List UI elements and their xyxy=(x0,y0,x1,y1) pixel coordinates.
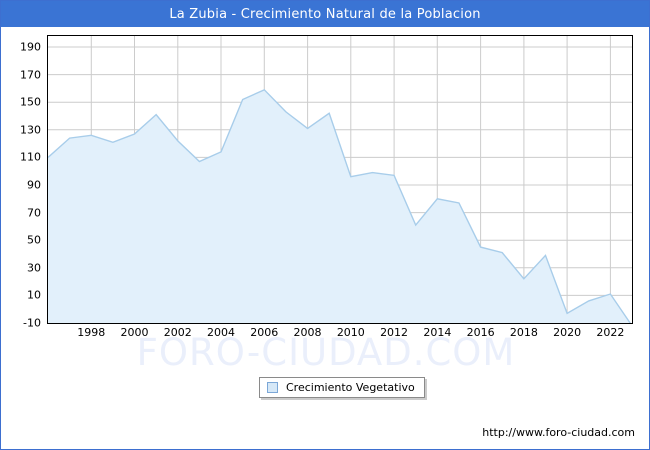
x-axis-tick-label: 2012 xyxy=(380,326,409,339)
x-axis-tick-label: 2018 xyxy=(509,326,538,339)
series-line-crecimiento-vegetativo xyxy=(48,88,631,323)
x-axis-tick-label: 2004 xyxy=(207,326,236,339)
y-axis-tick-label: 130 xyxy=(20,123,41,137)
y-axis-tick-label: 170 xyxy=(20,68,41,82)
y-axis-tick-label: 30 xyxy=(27,261,41,275)
y-axis-tick-label: 70 xyxy=(27,206,41,220)
y-axis-tick-label: 50 xyxy=(27,233,41,247)
x-axis-tick-label: 2006 xyxy=(250,326,279,339)
window-title-bar: La Zubia - Crecimiento Natural de la Pob… xyxy=(1,1,649,27)
chart-legend[interactable]: Crecimiento Vegetativo xyxy=(259,377,425,398)
x-axis-tick-label: 2020 xyxy=(553,326,582,339)
x-axis: 1998 2000 2002 2004 2006 2008 2010 2012 2014 2016… xyxy=(47,326,633,344)
legend-label: Crecimiento Vegetativo xyxy=(286,381,415,394)
x-axis-tick-label: 1998 xyxy=(77,326,106,339)
x-axis-tick-label: 2014 xyxy=(423,326,452,339)
x-axis-tick-label: 2016 xyxy=(466,326,495,339)
x-axis-tick-label: 2008 xyxy=(293,326,322,339)
y-axis-tick-label: 110 xyxy=(20,150,41,164)
page-title: La Zubia - Crecimiento Natural de la Pob… xyxy=(169,6,481,22)
x-axis-tick-label: 2000 xyxy=(120,326,149,339)
y-axis-tick-label: -10 xyxy=(23,316,41,330)
series-area-crecimiento-vegetativo xyxy=(48,89,632,323)
y-axis: -10 10 30 50 70 90 110 130 150 170 190 xyxy=(1,35,43,330)
y-axis-tick-label: 90 xyxy=(27,178,41,192)
x-axis-tick-label: 2002 xyxy=(163,326,192,339)
y-axis-tick-label: 10 xyxy=(27,288,41,302)
legend-swatch-icon xyxy=(267,382,278,393)
y-axis-tick-label: 190 xyxy=(20,40,41,54)
plot-area xyxy=(47,35,633,324)
x-axis-tick-label: 2010 xyxy=(336,326,365,339)
area-chart-svg xyxy=(48,36,632,323)
x-axis-tick-label: 2022 xyxy=(596,326,625,339)
footer-url: http://www.foro-ciudad.com xyxy=(482,426,635,439)
y-axis-tick-label: 150 xyxy=(20,95,41,109)
